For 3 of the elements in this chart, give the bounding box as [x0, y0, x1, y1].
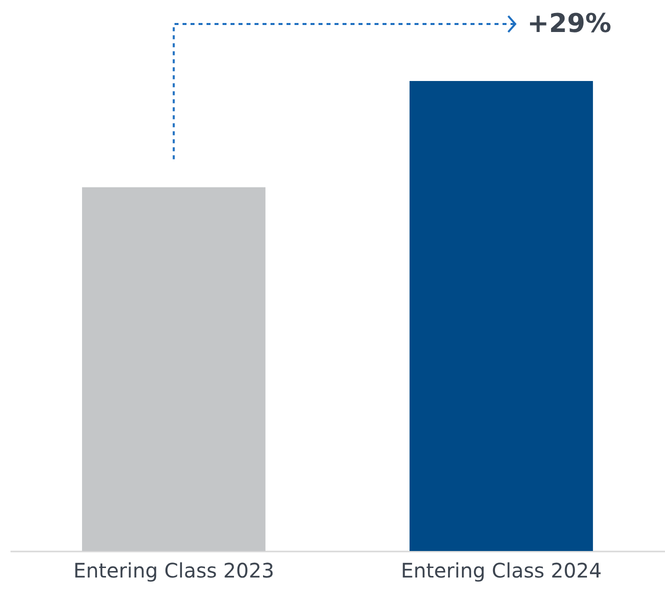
- x-tick-label: Entering Class 2024: [400, 558, 602, 582]
- text: +29%: [527, 9, 612, 39]
- x-tick-label: Entering Class 2023: [73, 558, 274, 582]
